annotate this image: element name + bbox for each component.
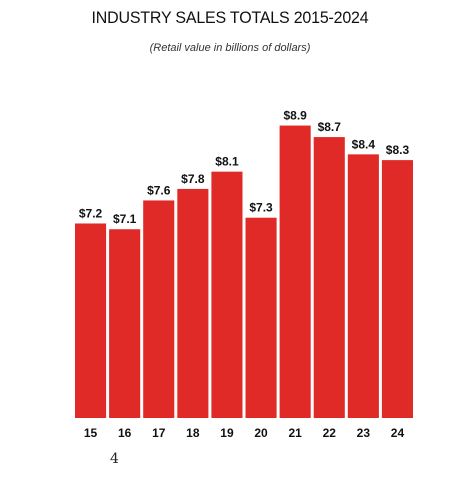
- bar-19: [211, 171, 243, 418]
- value-labels-group: $7.2 $7.1 $7.6 $7.8 $8.1 $7.3 $8.9 $8.7 $8.4 $8.3: [79, 109, 410, 227]
- bar-21: [279, 125, 311, 418]
- page-number: 4: [110, 451, 119, 467]
- x-tick-label-21: 21: [288, 426, 302, 440]
- value-label-18: $7.8: [181, 172, 205, 186]
- x-tick-label-18: 18: [186, 426, 200, 440]
- x-tick-label-17: 17: [152, 426, 166, 440]
- chart-title: INDUSTRY SALES TOTALS 2015-2024: [91, 8, 369, 27]
- x-tick-label-24: 24: [391, 426, 405, 440]
- value-label-21: $8.9: [283, 109, 307, 123]
- x-tick-label-15: 15: [84, 426, 98, 440]
- x-tick-label-23: 23: [357, 426, 371, 440]
- value-label-23: $8.4: [352, 137, 376, 151]
- value-label-15: $7.2: [79, 206, 103, 220]
- bar-18: [177, 188, 209, 418]
- x-tick-label-22: 22: [323, 426, 337, 440]
- value-label-19: $8.1: [215, 155, 239, 169]
- value-label-20: $7.3: [249, 201, 273, 215]
- x-tick-label-16: 16: [118, 426, 132, 440]
- x-tick-label-19: 19: [220, 426, 234, 440]
- value-label-16: $7.1: [113, 212, 137, 226]
- chart-subtitle: (Retail value in billions of dollars): [149, 42, 311, 54]
- value-label-22: $8.7: [318, 120, 342, 134]
- bar-16: [109, 229, 141, 418]
- bar-22: [313, 137, 345, 418]
- x-tick-labels-group: 15 16 17 18 19 20 21 22 23 24: [84, 426, 405, 440]
- bar-23: [347, 154, 379, 419]
- bar-20: [245, 217, 277, 418]
- bars-group: [75, 125, 413, 419]
- bar-24: [381, 160, 413, 418]
- bar-17: [143, 200, 175, 418]
- value-label-17: $7.6: [147, 183, 171, 197]
- value-label-24: $8.3: [386, 143, 410, 157]
- bar-15: [75, 223, 107, 418]
- x-tick-label-20: 20: [254, 426, 268, 440]
